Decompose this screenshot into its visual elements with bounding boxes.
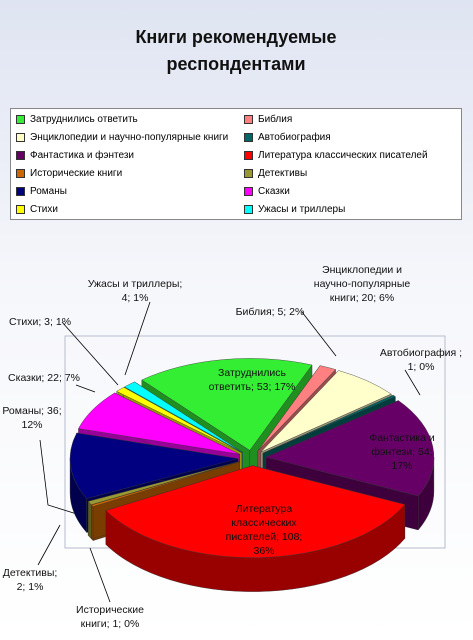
legend-item: Ужасы и триллеры bbox=[244, 204, 345, 215]
legend-item: Фантастика и фэнтези bbox=[16, 150, 134, 161]
leader-line bbox=[404, 369, 421, 396]
legend-label: Автобиография bbox=[258, 132, 331, 143]
slice-top bbox=[116, 387, 242, 453]
legend-swatch bbox=[16, 132, 25, 142]
data-label: Ужасы и триллеры; 4; 1% bbox=[87, 278, 183, 304]
legend-label: Детективы bbox=[258, 168, 308, 179]
slice-top bbox=[78, 392, 240, 455]
legend-label: Стихи bbox=[30, 204, 58, 215]
leader-line bbox=[75, 384, 96, 393]
leader-line bbox=[61, 321, 119, 386]
legend-swatch bbox=[244, 114, 253, 124]
legend-item: Сказки bbox=[244, 186, 290, 197]
slice-wall bbox=[87, 500, 92, 540]
data-label: Стихи; 3; 1% bbox=[8, 316, 72, 328]
legend-label: Исторические книги bbox=[30, 168, 123, 179]
legend-item: Библия bbox=[244, 114, 292, 125]
slice-top bbox=[124, 381, 243, 453]
legend-label: Фантастика и фэнтези bbox=[30, 150, 135, 161]
leader-line bbox=[37, 524, 61, 566]
slice-top bbox=[260, 370, 392, 453]
slice-top bbox=[69, 432, 239, 499]
slice-top bbox=[262, 394, 396, 454]
legend-swatch bbox=[16, 114, 25, 124]
data-label: Автобиография ; 1; 0% bbox=[379, 347, 463, 373]
data-label: Библия; 5; 2% bbox=[235, 306, 305, 318]
data-label: Затруднились ответить; 53; 17% bbox=[208, 367, 296, 393]
legend-item: Детективы bbox=[244, 168, 307, 179]
slice-top bbox=[105, 465, 406, 558]
legend-label: Ужасы и триллеры bbox=[258, 204, 346, 215]
legend-swatch bbox=[244, 186, 253, 196]
legend-swatch bbox=[244, 168, 253, 178]
legend: Затруднились ответить Библия Энциклопедии … bbox=[10, 108, 462, 220]
slice-top bbox=[141, 358, 313, 451]
data-label: Литература классических писателей; 108; … bbox=[225, 503, 303, 557]
leader-line bbox=[301, 311, 337, 357]
legend-item: Романы bbox=[16, 186, 67, 197]
legend-swatch bbox=[244, 204, 253, 214]
chart-title: Книги рекомендуемые респондентами bbox=[135, 27, 337, 74]
leader-lines bbox=[37, 301, 421, 603]
legend-swatch bbox=[16, 150, 25, 160]
legend-item: Автобиография bbox=[244, 132, 331, 143]
leader-line bbox=[89, 547, 111, 603]
legend-label: Библия bbox=[258, 114, 293, 125]
legend-label: Затруднились ответить bbox=[30, 114, 138, 125]
slice-wall bbox=[91, 504, 94, 542]
legend-swatch bbox=[244, 132, 253, 142]
slice-top bbox=[265, 400, 435, 497]
legend-swatch bbox=[16, 204, 25, 214]
legend-item: Исторические книги bbox=[16, 168, 122, 179]
data-label: Сказки; 22; 7% bbox=[8, 372, 80, 384]
legend-item: Энциклопедии и научно-популярные книги bbox=[16, 132, 228, 143]
leader-line bbox=[124, 301, 151, 376]
data-label: Детективы; 2; 1% bbox=[2, 567, 58, 593]
leader-line bbox=[39, 439, 81, 516]
legend-label: Энциклопедии и научно-популярные книги bbox=[30, 132, 229, 143]
legend-label: Сказки bbox=[258, 186, 290, 197]
legend-item: Стихи bbox=[16, 204, 58, 215]
slice-top bbox=[91, 461, 240, 507]
data-label: Романы; 36; 12% bbox=[2, 405, 62, 431]
data-label: Фантастика и фэнтези; 54; 17% bbox=[369, 432, 435, 472]
legend-label: Литература классических писателей bbox=[258, 150, 428, 161]
legend-swatch bbox=[244, 150, 253, 160]
data-label: Исторические книги; 1; 0% bbox=[76, 604, 144, 630]
slice-top bbox=[257, 365, 336, 452]
legend-swatch bbox=[16, 186, 25, 196]
data-label: Энциклопедии и научно-популярные книги; … bbox=[313, 264, 411, 304]
legend-label: Романы bbox=[30, 186, 67, 197]
legend-item: Литература классических писателей bbox=[244, 150, 428, 161]
legend-item: Затруднились ответить bbox=[16, 114, 138, 125]
legend-swatch bbox=[16, 168, 25, 178]
slice bbox=[105, 465, 406, 592]
